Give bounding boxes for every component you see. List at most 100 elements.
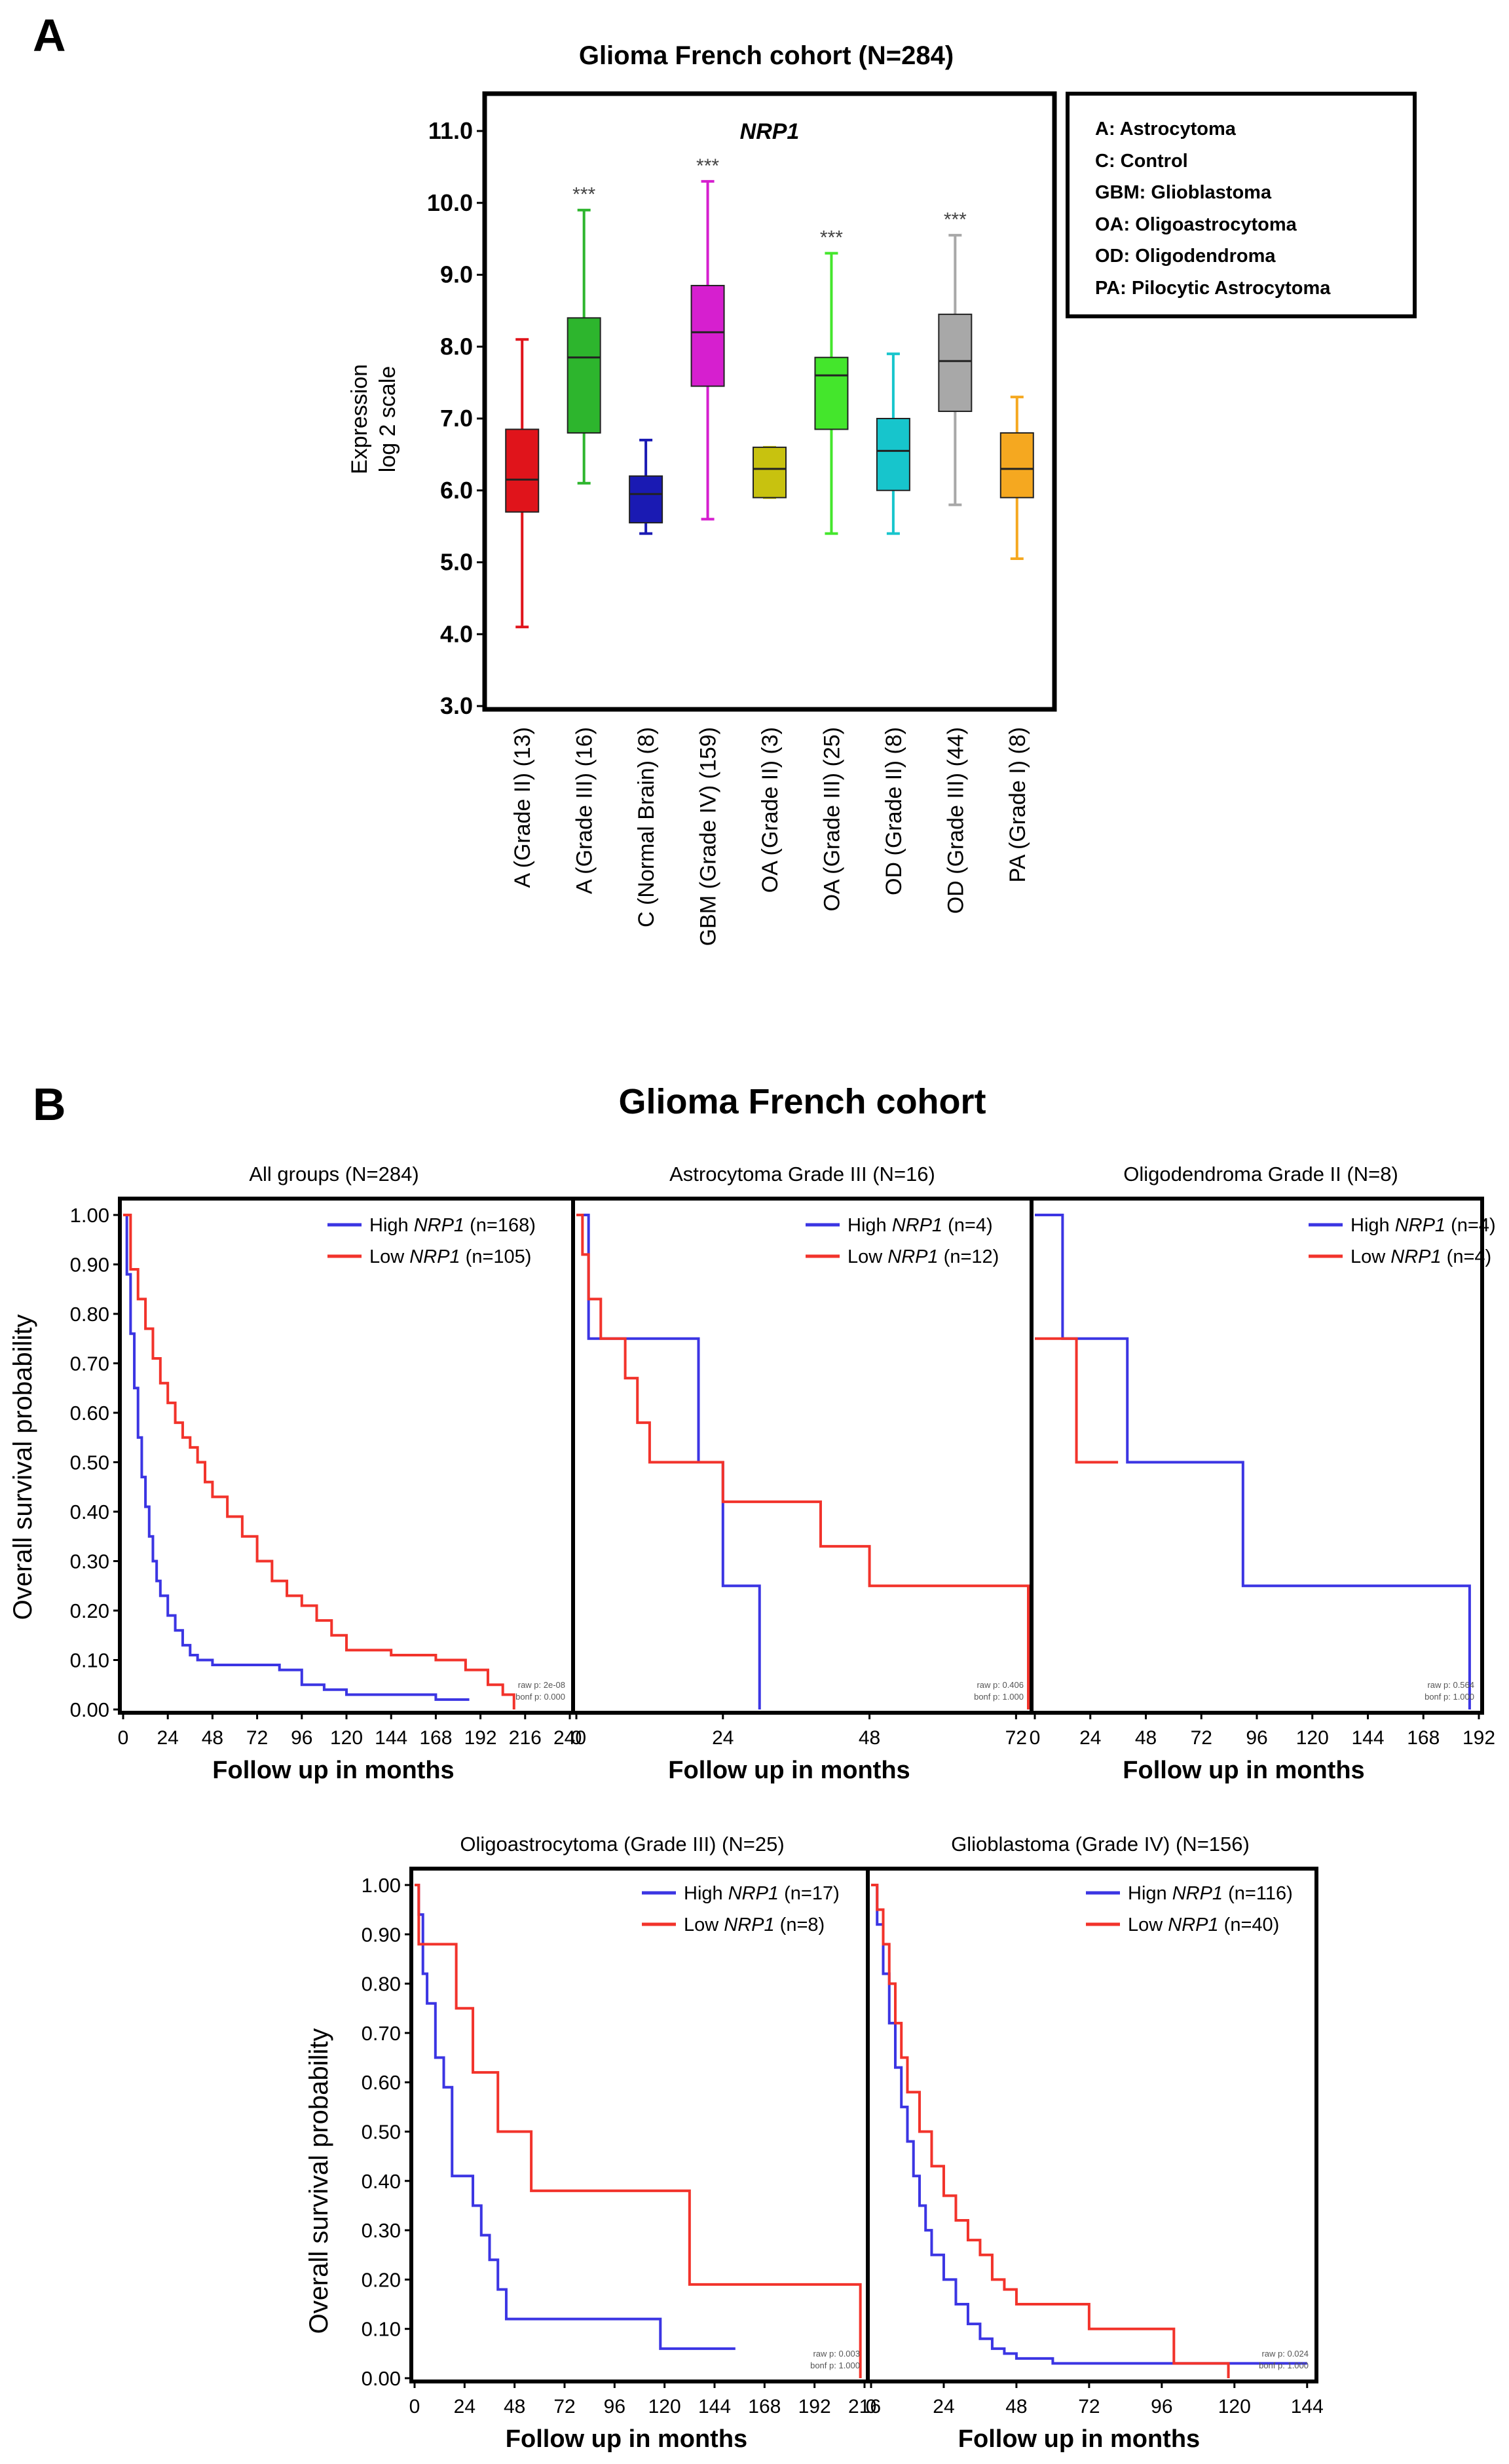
panel-b-title: Glioma French cohort (618, 1082, 986, 1121)
km-panel-title: All groups (N=284) (249, 1163, 419, 1185)
box-3 (629, 438, 663, 535)
x-tick-label: 24 (933, 2396, 954, 2417)
y-tick-label: 7.0 (440, 405, 473, 432)
km-xlabel: Follow up in months (506, 2425, 747, 2453)
p-value-text: bonf p: 1.000 (1425, 1692, 1474, 1702)
boxplot-chart: NRP1 Expression log 2 scale 3.0 4.0 5.0 6.0… (347, 91, 1057, 946)
box-1 (505, 338, 540, 629)
x-tick-label: 48 (504, 2396, 525, 2417)
y-tick-label: 0.00 (70, 1698, 109, 1721)
x-tick-label: 168 (1407, 1727, 1440, 1749)
km-curve-low (576, 1214, 1030, 1709)
legend-label: Low NRP1 (n=8) (684, 1914, 825, 1935)
x-tick-label: 48 (1005, 2396, 1027, 2417)
y-tick-label: 0.80 (70, 1303, 109, 1326)
x-tick-label: 240 (553, 1727, 586, 1749)
legend-label: Low NRP1 (n=105) (369, 1246, 531, 1267)
km-panel-5: Glioblastoma (Grade IV) (N=156) 0 24 48 72 96… (866, 1833, 1324, 2453)
panel-a-label: A (33, 10, 66, 61)
legend-label: High NRP1 (n=4) (848, 1215, 993, 1236)
km-panel-title: Oligodendroma Grade II (N=8) (1123, 1163, 1398, 1185)
y-tick-label: 0.10 (362, 2318, 401, 2341)
x-tick-label: 96 (604, 2396, 625, 2417)
x-tick-label: 72 (1191, 1727, 1212, 1749)
x-tick-label: 24 (157, 1727, 179, 1749)
y-tick-label: 0.30 (70, 1550, 109, 1573)
km-curve-high (415, 1884, 736, 2350)
y-tick-label: 0.50 (362, 2121, 401, 2144)
y-tick-label: 0.80 (362, 1973, 401, 1996)
box-7 (876, 352, 910, 535)
km-panel-title: Oligoastrocytoma (Grade III) (N=25) (460, 1833, 784, 1856)
x-tick-label: 72 (1005, 1727, 1027, 1749)
x-tick-label: 24 (454, 2396, 475, 2417)
y-tick-label: 0.60 (70, 1402, 109, 1425)
box-5 (753, 445, 787, 499)
box-iqr (999, 432, 1034, 498)
km-panel-1: All groups (N=284) 0 24 48 72 96 120 144 168 192 2… (70, 1163, 586, 1784)
abbreviation-legend: A: Astrocytoma C: Control GBM: Glioblast… (1066, 92, 1417, 318)
x-tick-label: 120 (330, 1727, 363, 1749)
y-tick-label: 6.0 (440, 477, 473, 504)
x-tick-label: 192 (1462, 1727, 1495, 1749)
box-4: *** (690, 155, 725, 521)
y-tick-label: 4.0 (440, 620, 473, 647)
legend-entry: GBM: Glioblastoma (1095, 182, 1272, 203)
legend-label: Hign NRP1 (n=116) (1128, 1883, 1293, 1904)
box-x-label: A (Grade III) (16) (572, 727, 597, 894)
legend-label: High NRP1 (n=168) (369, 1215, 536, 1236)
x-tick-label: 0 (866, 2396, 877, 2417)
km-legend-entry: Hign NRP1 (n=116) (1086, 1883, 1293, 1904)
p-value-text: raw p: 2e-08 (518, 1680, 565, 1690)
x-tick-label: 96 (1246, 1727, 1267, 1749)
box-iqr (690, 284, 725, 387)
legend-entry: OA: Oligoastrocytoma (1095, 214, 1297, 235)
y-tick-label: 0.90 (70, 1254, 109, 1277)
box-x-label: OA (Grade III) (25) (819, 727, 844, 912)
km-panel-title: Glioblastoma (Grade IV) (N=156) (951, 1833, 1250, 1856)
p-value-text: raw p: 0.024 (1261, 2349, 1309, 2359)
x-tick-label: 0 (409, 2396, 420, 2417)
x-tick-label: 216 (848, 2396, 881, 2417)
legend-label: High NRP1 (n=17) (684, 1883, 840, 1904)
y-tick-label: 0.00 (362, 2367, 401, 2390)
y-tick-label: 3.0 (440, 692, 473, 719)
km-legend-entry: High NRP1 (n=17) (642, 1883, 840, 1904)
y-tick-label: 0.90 (362, 1923, 401, 1946)
box-iqr (938, 313, 973, 413)
x-tick-label: 48 (202, 1727, 223, 1749)
km-curve-low (871, 1884, 1230, 2378)
y-tick-label: 0.70 (362, 2022, 401, 2045)
box-x-label: PA (Grade I) (8) (1005, 727, 1030, 882)
boxplot-gene-title: NRP1 (740, 119, 800, 144)
km-xlabel: Follow up in months (958, 2425, 1200, 2453)
significance-mark: *** (696, 155, 719, 177)
y-tick-label: 0.70 (70, 1353, 109, 1375)
km-curve-high (871, 1884, 1307, 2365)
x-tick-label: 72 (246, 1727, 268, 1749)
x-tick-label: 192 (798, 2396, 831, 2417)
x-tick-label: 144 (1351, 1727, 1384, 1749)
box-8: *** (938, 209, 973, 506)
significance-mark: *** (944, 209, 967, 231)
box-x-label: OD (Grade II) (8) (882, 727, 906, 895)
y-tick-label: 5.0 (440, 549, 473, 576)
km-frame (571, 1197, 1034, 1715)
box-x-label: GBM (Grade IV) (159) (696, 727, 721, 946)
panel-a-title: Glioma French cohort (N=284) (579, 41, 954, 70)
km-legend-entry: Low NRP1 (n=40) (1086, 1914, 1279, 1935)
y-tick-label: 1.00 (362, 1874, 401, 1897)
km-legend-entry: High NRP1 (n=4) (1309, 1215, 1496, 1236)
x-tick-label: 0 (1030, 1727, 1041, 1749)
x-tick-label: 24 (712, 1727, 734, 1749)
y-tick-label: 0.20 (70, 1599, 109, 1622)
p-value-text: bonf p: 1.000 (810, 2361, 860, 2370)
y-tick-label: 0.10 (70, 1649, 109, 1672)
km-frame (409, 1867, 870, 2383)
y-tick-label: 1.00 (70, 1204, 109, 1227)
x-tick-label: 120 (1296, 1727, 1329, 1749)
p-value-text: bonf p: 0.000 (515, 1692, 565, 1702)
box-x-label: OA (Grade II) (3) (758, 727, 783, 893)
box-6: *** (814, 227, 849, 535)
box-x-label: C (Normal Brain) (8) (634, 727, 659, 927)
